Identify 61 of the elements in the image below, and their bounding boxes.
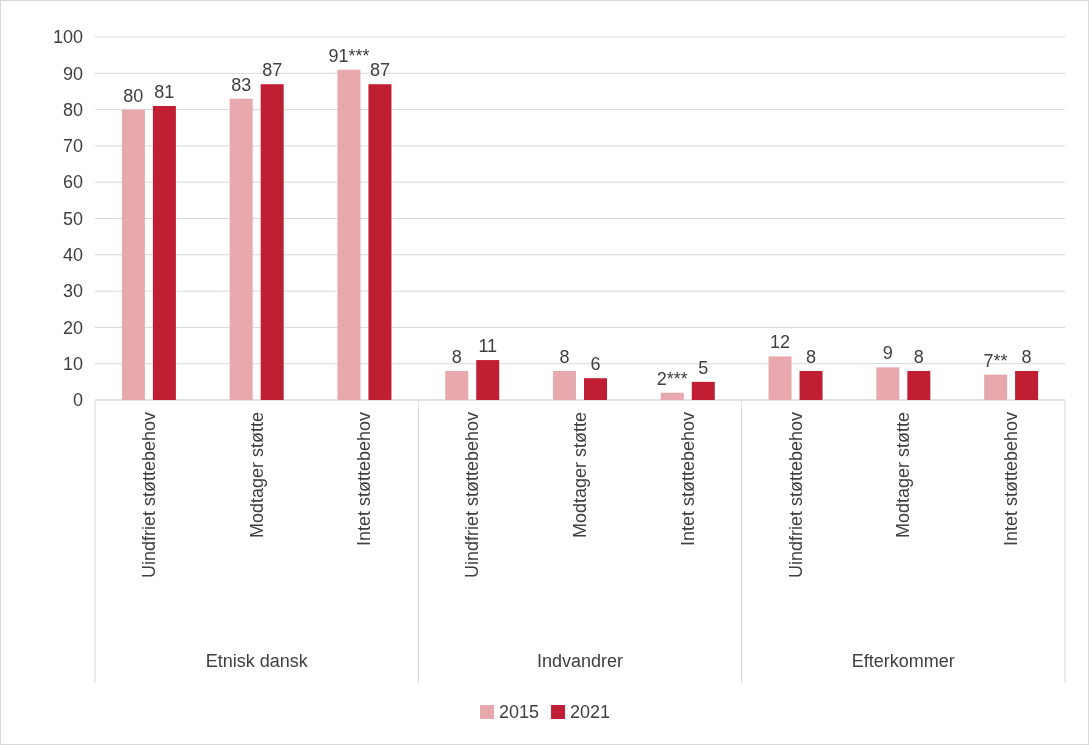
y-tick-label: 30 <box>62 281 83 302</box>
y-tick-label: 40 <box>62 245 83 266</box>
y-tick-label: 60 <box>62 172 83 193</box>
data-label: 6 <box>590 354 601 375</box>
bar <box>368 84 392 400</box>
y-tick-label: 90 <box>62 63 83 84</box>
y-tick-label: 100 <box>52 27 83 48</box>
data-label: 8 <box>806 346 817 367</box>
x-tick-label: Uindfriet støttebehov <box>138 412 159 579</box>
text: Etnisk dansk <box>205 651 309 671</box>
data-label: 91*** <box>328 45 370 66</box>
bar <box>476 360 500 400</box>
x-tick-label: Intet støttebehov <box>354 412 375 547</box>
bar <box>152 105 176 400</box>
data-label: 81 <box>154 81 175 102</box>
x-tick-label: Intet støttebehov <box>1001 412 1022 547</box>
y-tick-label: 20 <box>62 317 83 338</box>
bar <box>337 69 361 400</box>
y-tick-label: 0 <box>72 390 83 411</box>
bar <box>260 84 284 400</box>
legend-label: 2015 <box>499 702 540 722</box>
bar <box>584 378 607 400</box>
x-tick-label: Uindfriet støttebehov <box>785 412 806 579</box>
data-label: 8 <box>559 346 570 367</box>
x-tick-label: Intet støttebehov <box>677 412 698 547</box>
data-label: 9 <box>882 343 893 364</box>
y-tick-label: 80 <box>62 99 83 120</box>
bar <box>907 370 931 400</box>
data-label: 80 <box>123 85 144 106</box>
data-label: 8 <box>913 346 924 367</box>
y-tick-label: 70 <box>62 136 83 157</box>
data-label: 5 <box>698 357 709 378</box>
bar <box>445 370 469 400</box>
data-label: 11 <box>478 336 498 357</box>
bar <box>799 370 823 400</box>
y-tick-label: 50 <box>62 208 83 229</box>
data-label: 12 <box>770 332 791 353</box>
x-tick-label: Uindfriet støttebehov <box>462 412 483 579</box>
bar <box>876 367 900 400</box>
bar <box>1015 370 1039 400</box>
x-tick-label: Modtager støtte <box>893 412 914 539</box>
y-tick-label: 10 <box>62 353 83 374</box>
bar <box>553 370 576 400</box>
bar <box>660 392 684 400</box>
bar <box>229 98 253 400</box>
data-label: 7** <box>983 350 1008 371</box>
data-label: 2*** <box>656 368 688 389</box>
text: Efterkommer <box>851 651 955 671</box>
data-label: 87 <box>262 60 283 81</box>
x-tick-label: Modtager støtte <box>246 412 267 539</box>
x-tick-label: Modtager støtte <box>570 412 590 539</box>
data-label: 8 <box>1021 346 1032 367</box>
bar <box>768 356 792 400</box>
data-label: 8 <box>451 346 462 367</box>
data-label: 83 <box>231 74 252 95</box>
bar <box>691 381 715 400</box>
legend-label: 2021 <box>570 702 611 722</box>
data-label: 87 <box>369 60 390 81</box>
bar <box>984 374 1008 400</box>
text: Indvandrer <box>536 651 624 671</box>
bar <box>121 109 145 400</box>
